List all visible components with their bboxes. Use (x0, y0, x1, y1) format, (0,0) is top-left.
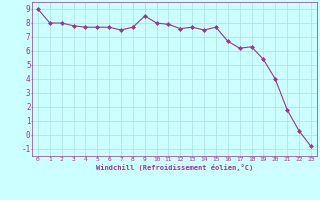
X-axis label: Windchill (Refroidissement éolien,°C): Windchill (Refroidissement éolien,°C) (96, 164, 253, 171)
